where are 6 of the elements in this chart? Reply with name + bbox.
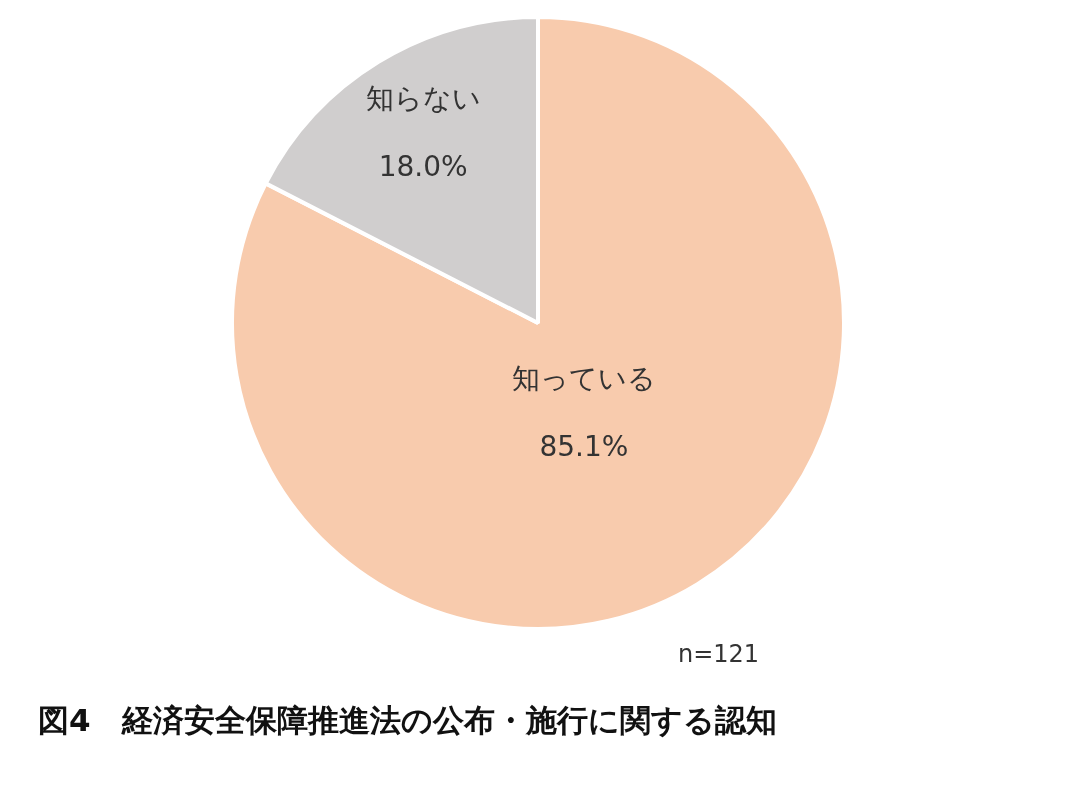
text: n=121	[678, 640, 760, 668]
data-label: 18.0%	[378, 150, 468, 184]
slice-label: 知っている	[511, 362, 656, 396]
text: 図4 経済安全保障推進法の公布・施行に関する認知	[38, 701, 778, 740]
slice-label: 知らない	[365, 82, 481, 116]
data-label: 85.1%	[539, 430, 629, 464]
